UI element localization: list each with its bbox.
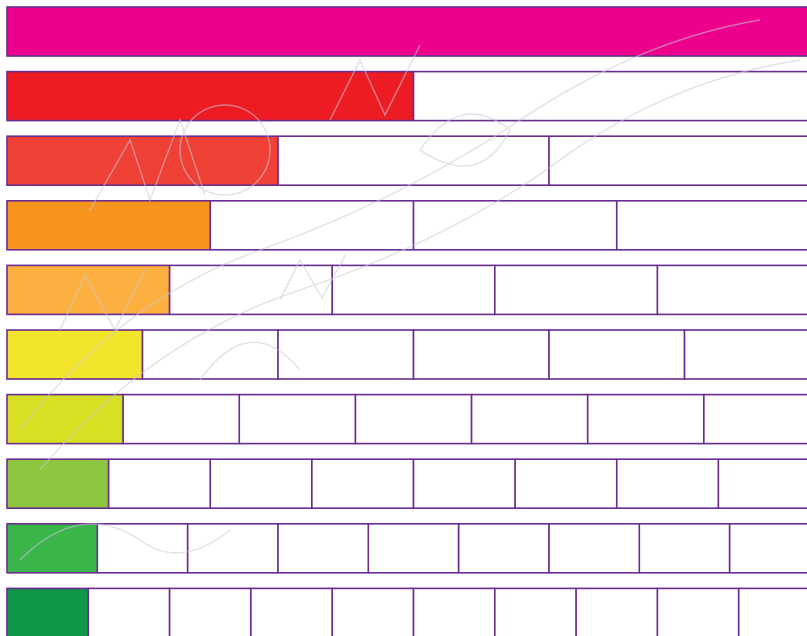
unit-fraction-piece [575, 587, 659, 636]
unit-fraction-piece [107, 458, 212, 510]
unit-fraction-piece-shaded [6, 522, 99, 574]
unit-fraction-piece [331, 264, 496, 316]
unit-fraction-piece [412, 329, 550, 380]
unit-fraction-piece-shaded [6, 393, 124, 445]
unit-fraction-piece [548, 329, 686, 380]
unit-fraction-piece-shaded [6, 70, 415, 122]
unit-fraction-piece-shaded [6, 6, 807, 57]
unit-fraction-piece-shaded [6, 135, 279, 186]
unit-fraction-piece [737, 587, 807, 636]
unit-fraction-piece [141, 329, 279, 380]
unit-fraction-piece [209, 200, 415, 251]
unit-fraction-piece [277, 329, 415, 380]
unit-fraction-piece [87, 587, 171, 636]
fraction-row-7 [6, 393, 807, 445]
unit-fraction-piece [656, 587, 740, 636]
unit-fraction-piece [122, 393, 241, 445]
unit-fraction-piece [586, 393, 705, 445]
unit-fraction-piece [186, 522, 279, 574]
unit-fraction-piece [615, 458, 720, 510]
unit-fraction-piece [656, 264, 807, 316]
unit-fraction-piece-shaded [6, 329, 144, 380]
unit-fraction-piece [703, 393, 807, 445]
unit-fraction-piece-shaded [6, 264, 171, 316]
unit-fraction-piece-shaded [6, 200, 212, 251]
fraction-row-8 [6, 458, 807, 510]
unit-fraction-piece [470, 393, 589, 445]
fraction-row-5 [6, 264, 807, 316]
unit-fraction-piece [493, 587, 577, 636]
unit-fraction-piece [717, 458, 807, 510]
unit-fraction-piece [615, 200, 807, 251]
fraction-row-10 [6, 587, 807, 636]
unit-fraction-piece [277, 135, 550, 186]
unit-fraction-piece [238, 393, 357, 445]
fraction-row-6 [6, 329, 807, 380]
unit-fraction-piece [412, 458, 516, 510]
unit-fraction-piece [683, 329, 807, 380]
unit-fraction-piece [412, 587, 496, 636]
unit-fraction-piece [367, 522, 460, 574]
fraction-row-9 [6, 522, 807, 574]
fraction-row-3 [6, 135, 807, 186]
fraction-row-2 [6, 70, 807, 122]
unit-fraction-piece [96, 522, 189, 574]
unit-fraction-piece [168, 264, 334, 316]
unit-fraction-piece [638, 522, 731, 574]
unit-fraction-piece [412, 70, 807, 122]
unit-fraction-piece [728, 522, 807, 574]
unit-fraction-piece [412, 200, 618, 251]
unit-fraction-piece [168, 587, 252, 636]
fraction-row-1 [6, 6, 807, 57]
unit-fraction-piece [277, 522, 370, 574]
unit-fraction-piece [250, 587, 333, 636]
unit-fraction-piece [514, 458, 618, 510]
unit-fraction-piece [331, 587, 415, 636]
unit-fraction-piece [493, 264, 659, 316]
unit-fraction-piece [548, 135, 807, 186]
unit-fraction-piece [311, 458, 415, 510]
fraction-row-4 [6, 200, 807, 251]
unit-fraction-piece [209, 458, 313, 510]
unit-fraction-piece [548, 522, 641, 574]
unit-fraction-piece-shaded [6, 587, 90, 636]
unit-fraction-piece-shaded [6, 458, 110, 510]
unit-fraction-piece [457, 522, 550, 574]
unit-fraction-piece [354, 393, 473, 445]
